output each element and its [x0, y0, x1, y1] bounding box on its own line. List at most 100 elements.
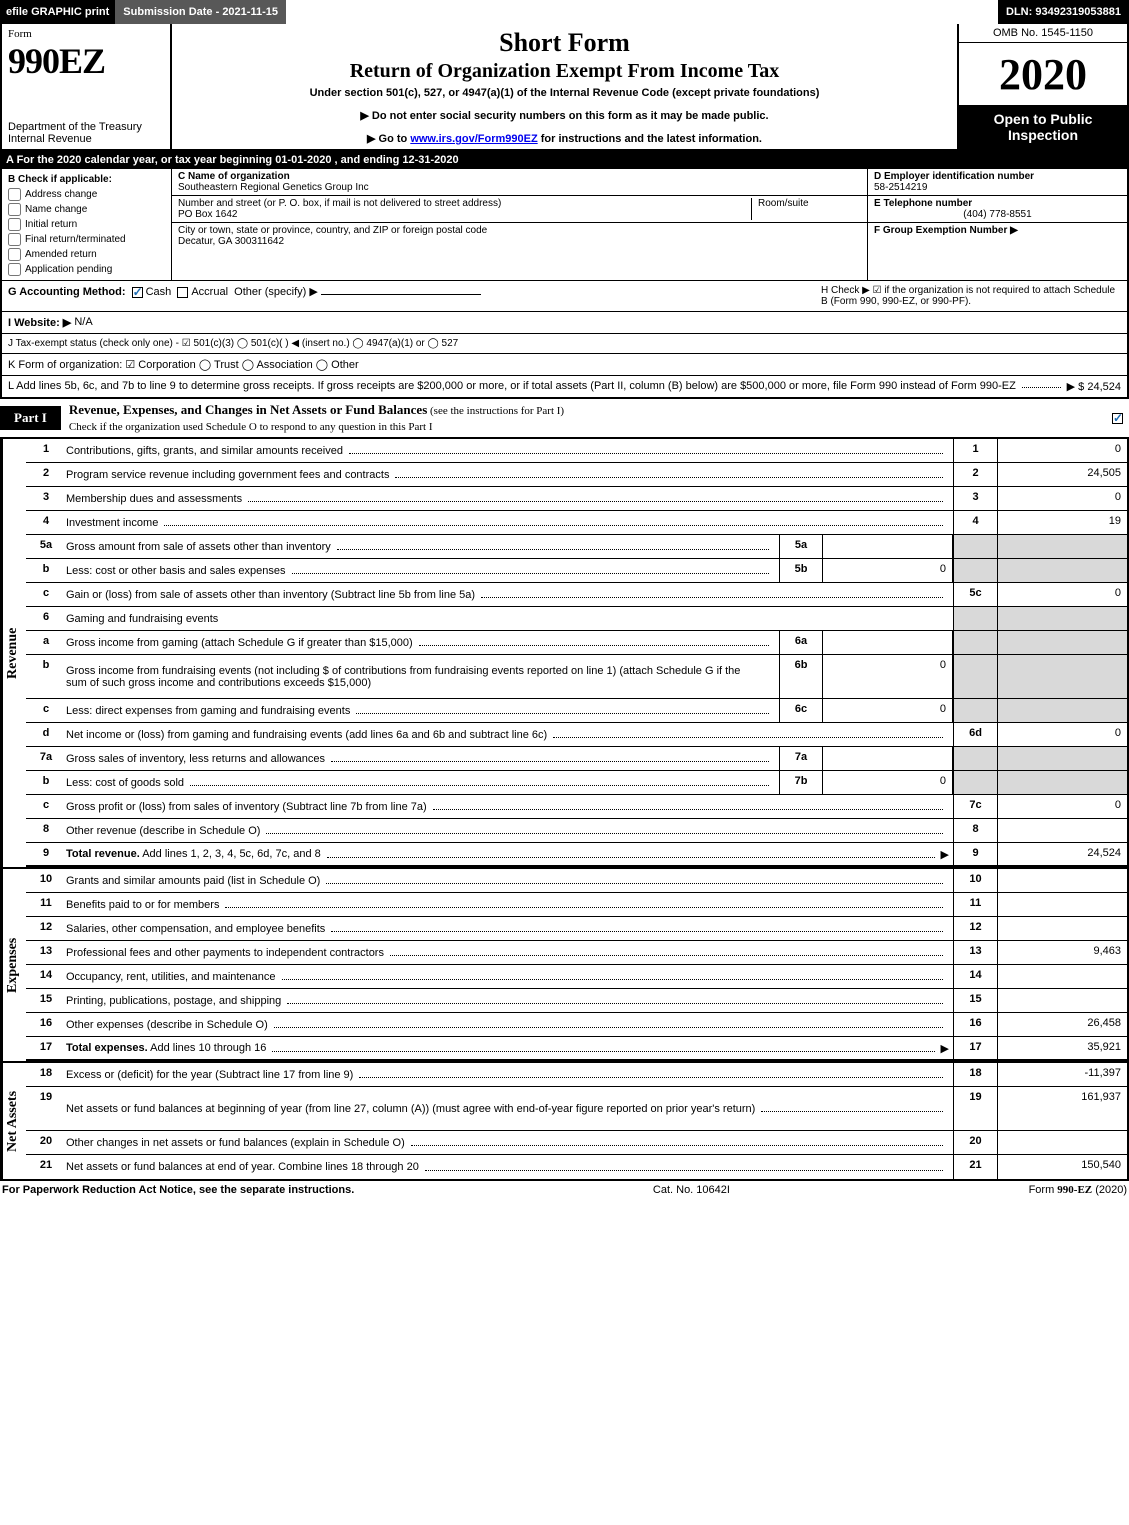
line-desc-text: Other expenses (describe in Schedule O)	[66, 1019, 268, 1031]
right-box	[953, 747, 997, 770]
right-val: 24,524	[997, 843, 1127, 865]
c-addr-label: Number and street (or P. O. box, if mail…	[178, 198, 751, 209]
goto-line: ▶ Go to www.irs.gov/Form990EZ for instru…	[180, 132, 949, 145]
d-ein-row: D Employer identification number 58-2514…	[868, 169, 1127, 196]
right-val: 0	[997, 795, 1127, 818]
dots	[359, 1071, 943, 1079]
line-desc: Less: direct expenses from gaming and fu…	[66, 699, 779, 722]
line-desc-text: Other changes in net assets or fund bala…	[66, 1137, 405, 1149]
right-box: 21	[953, 1155, 997, 1179]
chk-final-return[interactable]	[8, 233, 21, 246]
line-num: c	[26, 583, 66, 606]
section-exp: Expenses10Grants and similar amounts pai…	[0, 869, 1129, 1063]
chk-amended-return[interactable]	[8, 248, 21, 261]
row-l: L Add lines 5b, 6c, and 7b to line 9 to …	[2, 376, 1127, 397]
part1-schedule-o-check[interactable]	[1112, 413, 1123, 424]
right-val	[997, 699, 1127, 722]
right-val: 150,540	[997, 1155, 1127, 1179]
right-box: 13	[953, 941, 997, 964]
right-box: 16	[953, 1013, 997, 1036]
right-val	[997, 917, 1127, 940]
form-word: Form	[8, 28, 32, 40]
chk-initial-return[interactable]	[8, 218, 21, 231]
right-box: 14	[953, 965, 997, 988]
line-19: 19Net assets or fund balances at beginni…	[26, 1087, 1127, 1131]
l-text: L Add lines 5b, 6c, and 7b to line 9 to …	[8, 380, 1016, 392]
part1-table: Revenue1Contributions, gifts, grants, an…	[0, 439, 1129, 1181]
right-val	[997, 989, 1127, 1012]
line-num: 8	[26, 819, 66, 842]
line-desc-text: Net income or (loss) from gaming and fun…	[66, 729, 547, 741]
lbl-initial-return: Initial return	[25, 219, 77, 230]
line-num: c	[26, 699, 66, 722]
chk-name-change[interactable]	[8, 203, 21, 216]
footer-right-post: (2020)	[1092, 1184, 1127, 1196]
lbl-application-pending: Application pending	[25, 264, 112, 275]
line-6b: bGross income from fundraising events (n…	[26, 655, 1127, 699]
right-val	[997, 747, 1127, 770]
line-desc-text: Other revenue (describe in Schedule O)	[66, 825, 260, 837]
line-desc-text: Contributions, gifts, grants, and simila…	[66, 445, 343, 457]
line-5b: bLess: cost or other basis and sales exp…	[26, 559, 1127, 583]
line-num: 11	[26, 893, 66, 916]
line-num: a	[26, 631, 66, 654]
right-val	[997, 965, 1127, 988]
right-val	[997, 819, 1127, 842]
irs-link[interactable]: www.irs.gov/Form990EZ	[410, 133, 537, 145]
right-val: 161,937	[997, 1087, 1127, 1130]
line-num: 7a	[26, 747, 66, 770]
line-desc: Gross profit or (loss) from sales of inv…	[66, 795, 953, 818]
right-val	[997, 535, 1127, 558]
line-21: 21Net assets or fund balances at end of …	[26, 1155, 1127, 1179]
line-desc: Total revenue. Add lines 1, 2, 3, 4, 5c,…	[66, 843, 953, 865]
line-desc-text: Gross amount from sale of assets other t…	[66, 541, 331, 553]
mid-box: 6b	[779, 655, 823, 698]
line-num: 4	[26, 511, 66, 534]
mid-box: 5a	[779, 535, 823, 558]
part1-title: Revenue, Expenses, and Changes in Net As…	[61, 399, 572, 437]
efile-label[interactable]: efile GRAPHIC print	[0, 0, 115, 24]
line-desc-text: Less: direct expenses from gaming and fu…	[66, 705, 350, 717]
mid-val	[823, 747, 953, 770]
right-val	[997, 631, 1127, 654]
line-5c: cGain or (loss) from sale of assets othe…	[26, 583, 1127, 607]
line-6c: cLess: direct expenses from gaming and f…	[26, 699, 1127, 723]
line-20: 20Other changes in net assets or fund ba…	[26, 1131, 1127, 1155]
line-desc-text: Benefits paid to or for members	[66, 899, 219, 911]
box-b-label: B Check if applicable:	[8, 172, 165, 187]
right-box	[953, 655, 997, 698]
dots	[553, 731, 943, 739]
line-desc-text: Total revenue. Add lines 1, 2, 3, 4, 5c,…	[66, 848, 321, 860]
row-g: G Accounting Method: Cash Accrual Other …	[8, 285, 821, 298]
line-2: 2Program service revenue including gover…	[26, 463, 1127, 487]
right-val	[997, 607, 1127, 630]
row-j: J Tax-exempt status (check only one) - ☑…	[2, 334, 1127, 354]
lbl-final-return: Final return/terminated	[25, 234, 126, 245]
other-specify-line[interactable]	[321, 294, 481, 295]
chk-application-pending[interactable]	[8, 263, 21, 276]
section-body-exp: 10Grants and similar amounts paid (list …	[26, 869, 1127, 1061]
chk-accrual[interactable]	[177, 287, 188, 298]
right-val: 0	[997, 723, 1127, 746]
footer-left: For Paperwork Reduction Act Notice, see …	[2, 1184, 354, 1196]
right-box: 19	[953, 1087, 997, 1130]
dln-label: DLN: 93492319053881	[998, 0, 1129, 24]
line-num: b	[26, 771, 66, 794]
dots	[390, 949, 943, 957]
right-val: 0	[997, 439, 1127, 462]
right-box: 9	[953, 843, 997, 865]
c-addr-row: Number and street (or P. O. box, if mail…	[172, 196, 867, 223]
line-1: 1Contributions, gifts, grants, and simil…	[26, 439, 1127, 463]
i-value: N/A	[74, 316, 92, 328]
right-box: 18	[953, 1063, 997, 1086]
tax-year: 2020	[959, 43, 1127, 105]
title-short-form: Short Form	[180, 28, 949, 58]
right-box	[953, 607, 997, 630]
dots	[419, 639, 769, 647]
chk-cash[interactable]	[132, 287, 143, 298]
side-label-rev: Revenue	[2, 439, 26, 867]
dots	[331, 755, 769, 763]
chk-address-change[interactable]	[8, 188, 21, 201]
line-3: 3Membership dues and assessments30	[26, 487, 1127, 511]
right-box	[953, 699, 997, 722]
